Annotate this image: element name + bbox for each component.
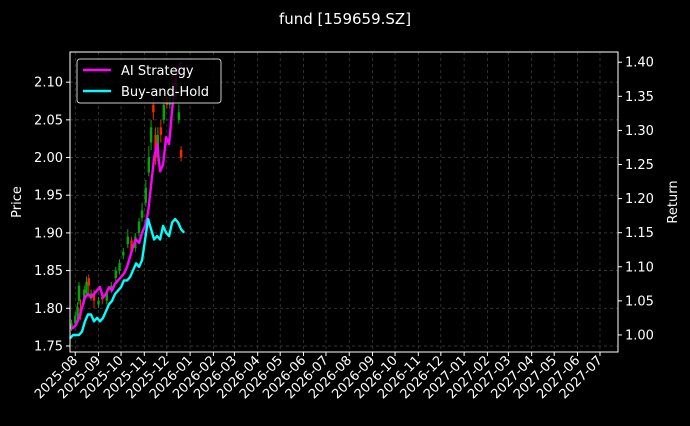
y-tick-label-left: 1.75 [34, 339, 63, 354]
candle-body [177, 112, 181, 120]
candle-body [149, 127, 153, 143]
y-tick-label-left: 2.00 [34, 151, 63, 166]
series-line-ai-strategy [70, 61, 183, 330]
y-axis-label-left: Price [10, 186, 25, 218]
y-tick-label-left: 1.80 [34, 302, 63, 317]
candle-body [140, 210, 144, 218]
y-tick-label-right: 1.00 [625, 328, 654, 343]
candle-body [76, 306, 79, 316]
y-tick-label-left: 2.05 [34, 113, 63, 128]
legend-label-ai-strategy: AI Strategy [121, 64, 194, 79]
chart-title: fund [159659.SZ] [279, 10, 411, 28]
right-axis: 1.00 1.05 1.10 1.15 1.20 1.25 1.30 1.35 1.40 [618, 56, 654, 343]
y-tick-label-right: 1.15 [625, 226, 654, 241]
candle-body [147, 157, 151, 173]
y-axis-label-right: Return [666, 180, 681, 223]
y-tick-label-right: 1.25 [625, 158, 654, 173]
candle-body [85, 281, 88, 294]
y-tick-label-left: 1.85 [34, 264, 63, 279]
candle-body [87, 278, 90, 286]
candle-body [122, 251, 125, 256]
candle-body [92, 293, 96, 301]
y-tick-label-right: 1.30 [625, 124, 654, 139]
legend: AI Strategy Buy-and-Hold [76, 58, 222, 104]
y-tick-label-left: 1.95 [34, 189, 63, 204]
candle-body [83, 289, 86, 301]
price-candles [70, 74, 183, 331]
candle-body [110, 285, 113, 290]
candle-body [89, 293, 93, 297]
left-axis: 1.75 1.80 1.85 1.90 1.95 2.00 2.05 2.10 [34, 76, 70, 354]
candle-body [137, 221, 141, 233]
candle-body [179, 149, 183, 158]
candle-body [114, 270, 117, 279]
candle-body [126, 236, 130, 245]
candle-body [130, 240, 133, 252]
y-tick-label-right: 1.10 [625, 260, 654, 275]
candle-body [70, 323, 73, 328]
y-tick-label-right: 1.35 [625, 90, 654, 105]
candle-body [152, 104, 155, 113]
candle-body [159, 127, 163, 135]
y-tick-label-right: 1.40 [625, 56, 654, 71]
y-tick-label-right: 1.05 [625, 294, 654, 309]
candle-body [162, 104, 166, 120]
candle-body [144, 187, 148, 203]
legend-box [76, 58, 222, 104]
grid-lines [70, 52, 618, 352]
candle-body [74, 315, 77, 324]
candle-body [118, 263, 121, 271]
plot-frame [69, 51, 619, 353]
candle-body [105, 293, 108, 301]
y-tick-label-left: 1.90 [34, 226, 63, 241]
legend-label-buy-and-hold: Buy-and-Hold [121, 85, 209, 100]
x-axis: 2025-082025-092025-102025-112025-122026-… [32, 352, 606, 402]
y-tick-label-right: 1.20 [625, 192, 654, 207]
y-tick-label-left: 2.10 [34, 76, 63, 91]
return-series [69, 61, 185, 340]
series-line-buy-and-hold [69, 217, 185, 340]
candle-body [97, 300, 100, 305]
candle-body [77, 285, 81, 301]
